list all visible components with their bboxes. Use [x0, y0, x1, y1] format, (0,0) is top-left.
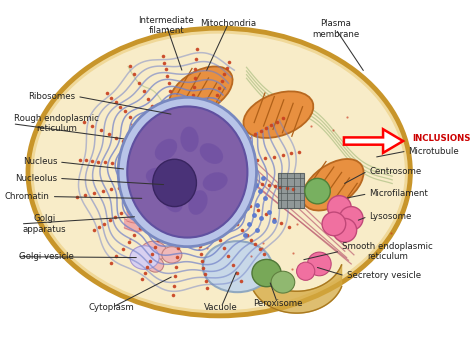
Ellipse shape	[322, 212, 346, 236]
Ellipse shape	[118, 97, 256, 247]
Ellipse shape	[155, 139, 177, 161]
Ellipse shape	[271, 271, 295, 293]
Text: Microfilament: Microfilament	[369, 189, 428, 198]
FancyBboxPatch shape	[278, 173, 304, 208]
Ellipse shape	[147, 258, 164, 272]
Ellipse shape	[153, 159, 196, 207]
Text: Peroxisome: Peroxisome	[253, 299, 302, 307]
Text: Centrosome: Centrosome	[369, 167, 422, 175]
Text: Microtubule: Microtubule	[409, 147, 459, 156]
Ellipse shape	[127, 106, 247, 238]
Text: Chromatin: Chromatin	[5, 192, 50, 201]
Text: Smooth endoplasmic
reticulum: Smooth endoplasmic reticulum	[342, 241, 433, 261]
Ellipse shape	[28, 28, 410, 316]
Ellipse shape	[305, 179, 330, 204]
Ellipse shape	[203, 172, 228, 191]
Ellipse shape	[200, 143, 223, 164]
Ellipse shape	[141, 241, 166, 261]
Ellipse shape	[130, 246, 159, 269]
Text: Intermediate
filament: Intermediate filament	[138, 16, 194, 35]
Text: Golgi vesicle: Golgi vesicle	[19, 252, 74, 261]
Ellipse shape	[252, 259, 281, 287]
Ellipse shape	[339, 207, 363, 230]
Polygon shape	[249, 241, 342, 313]
Ellipse shape	[162, 247, 182, 263]
Text: Rough endoplasmic
reticulum: Rough endoplasmic reticulum	[14, 114, 99, 133]
Ellipse shape	[302, 159, 364, 210]
Text: Vacuole: Vacuole	[204, 303, 238, 312]
Text: Plasma
membrane: Plasma membrane	[312, 19, 359, 39]
Ellipse shape	[169, 66, 233, 116]
Ellipse shape	[244, 91, 313, 138]
Ellipse shape	[188, 190, 208, 215]
Text: INCLUSIONS: INCLUSIONS	[412, 134, 471, 143]
Ellipse shape	[34, 34, 405, 311]
Ellipse shape	[146, 168, 171, 186]
Ellipse shape	[297, 262, 315, 280]
Text: Secretory vesicle: Secretory vesicle	[346, 271, 421, 280]
Ellipse shape	[163, 188, 183, 212]
Text: Nucleolus: Nucleolus	[15, 174, 57, 183]
Text: Lysosome: Lysosome	[369, 212, 412, 221]
Ellipse shape	[328, 196, 351, 219]
Text: Golgi
apparatus: Golgi apparatus	[23, 214, 66, 234]
Ellipse shape	[308, 252, 331, 276]
Text: Nucleus: Nucleus	[23, 157, 57, 167]
Text: Mitochondria: Mitochondria	[200, 19, 256, 28]
Ellipse shape	[333, 219, 356, 242]
Text: Cytoplasm: Cytoplasm	[89, 303, 135, 312]
Ellipse shape	[181, 127, 199, 152]
Polygon shape	[344, 129, 403, 153]
Text: Ribosomes: Ribosomes	[28, 92, 75, 101]
Ellipse shape	[203, 241, 272, 292]
